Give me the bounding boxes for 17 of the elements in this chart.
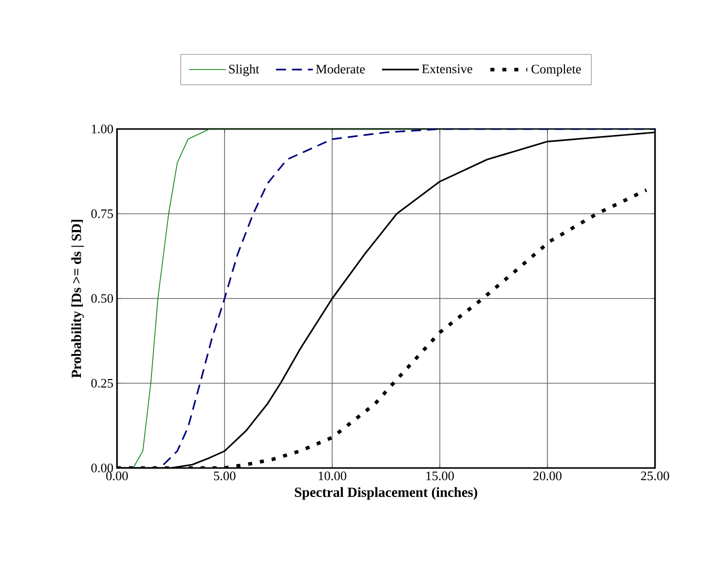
- legend-label: Slight: [229, 64, 260, 76]
- y-tick-label: 1.00: [92, 124, 113, 134]
- x-tick-label: 10.00: [318, 472, 346, 480]
- x-tick-label: 25.00: [641, 472, 670, 480]
- x-tick-label: 5.00: [214, 472, 236, 480]
- legend-label: Extensive: [422, 64, 472, 74]
- x-tick-label: 15.00: [426, 472, 454, 480]
- y-tick-label: 0.50: [91, 294, 113, 303]
- x-tick-label: 20.00: [533, 472, 562, 480]
- y-tick-label: 0.00: [91, 464, 113, 472]
- legend-label: Complete: [532, 64, 581, 76]
- y-tick-label: 0.75: [91, 209, 113, 218]
- y-tick-label: 0.25: [91, 378, 113, 388]
- x-axis-title: Spectral Displacement (inches): [294, 487, 478, 500]
- x-tick-label: 0.00: [106, 472, 128, 480]
- y-axis-title: Probability [Ds >= ds | SD]: [71, 220, 84, 378]
- legend-label: Moderate: [316, 64, 365, 74]
